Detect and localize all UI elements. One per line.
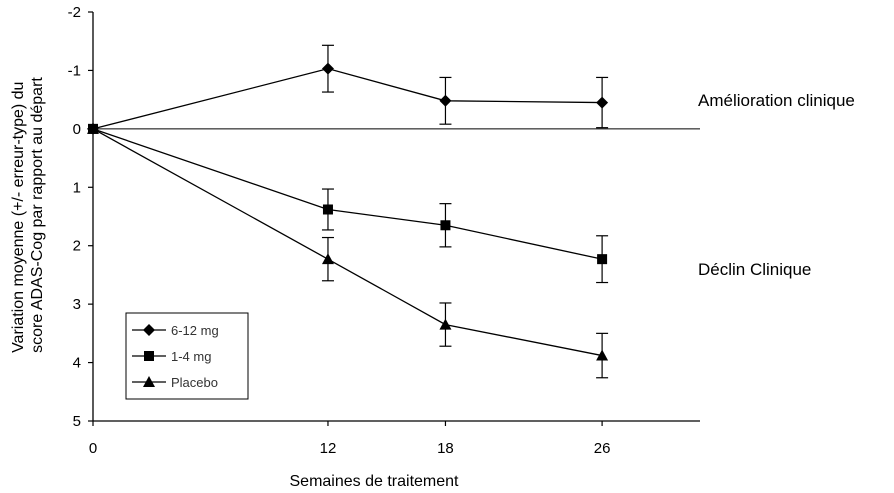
- y-tick-label: 3: [73, 296, 81, 313]
- x-tick-label: 0: [89, 440, 97, 457]
- y-tick-label: 2: [73, 238, 81, 255]
- data-point-placebo: [439, 318, 452, 330]
- y-axis-title: Variation moyenne (+/- erreur-type) du s…: [10, 77, 46, 353]
- y-tick-label: -2: [68, 4, 81, 21]
- annotation-decline: Déclin Clinique: [698, 260, 811, 279]
- y-tick-label: 4: [73, 355, 81, 372]
- annotation-improvement: Amélioration clinique: [698, 91, 855, 110]
- legend-marker-6-12-mg: [143, 324, 155, 336]
- legend-label-1-4-mg: 1-4 mg: [171, 349, 211, 364]
- data-point-6-12-mg: [321, 62, 334, 75]
- x-tick-label: 18: [437, 440, 454, 457]
- x-axis-title: Semaines de traitement: [290, 473, 460, 490]
- legend-label-placebo: Placebo: [171, 375, 218, 390]
- data-point-placebo: [596, 349, 609, 361]
- y-tick-label: 5: [73, 413, 81, 430]
- y-tick-label: 1: [73, 179, 81, 196]
- series-line-6-12-mg: [92, 68, 603, 130]
- y-axis-title-line-2: score ADAS-Cog par rapport au départ: [29, 77, 46, 353]
- series-line-placebo: [92, 128, 603, 357]
- legend-label-6-12-mg: 6-12 mg: [171, 323, 219, 338]
- series-line-1-4-mg: [92, 128, 603, 260]
- y-tick-label: 0: [73, 121, 81, 138]
- x-tick-label: 26: [594, 440, 611, 457]
- legend-marker-placebo: [143, 376, 155, 387]
- x-tick-label: 12: [320, 440, 337, 457]
- data-point-6-12-mg: [596, 96, 609, 109]
- data-point-1-4-mg: [597, 254, 608, 265]
- data-point-1-4-mg: [440, 220, 451, 231]
- data-point-6-12-mg: [439, 94, 452, 107]
- data-point-1-4-mg: [322, 204, 333, 215]
- data-point-placebo: [321, 253, 334, 265]
- legend-marker-1-4-mg: [144, 351, 154, 361]
- legend: 6-12 mg 1-4 mg Placebo: [125, 312, 249, 400]
- y-tick-label: -1: [68, 62, 81, 79]
- data-point-placebo: [87, 122, 99, 134]
- y-axis-title-line-1: Variation moyenne (+/- erreur-type) du: [10, 82, 27, 353]
- series-group: [87, 44, 609, 379]
